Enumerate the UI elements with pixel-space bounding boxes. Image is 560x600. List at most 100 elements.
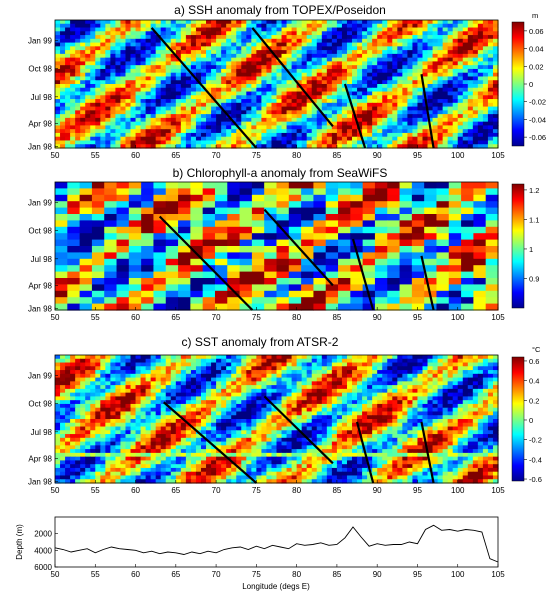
heatmap-cell xyxy=(180,377,187,382)
heatmap-cell xyxy=(236,91,242,96)
heatmap-cell xyxy=(399,290,413,298)
heatmap-cell xyxy=(331,106,338,111)
heatmap-cell xyxy=(141,290,155,298)
heatmap-cell xyxy=(165,297,179,305)
heatmap-cell xyxy=(216,140,222,145)
heatmap-cell xyxy=(165,194,179,202)
heatmap-cell xyxy=(326,129,333,134)
heatmap-cell xyxy=(321,31,328,36)
heatmap-cell xyxy=(115,385,122,390)
heatmap-cell xyxy=(241,27,247,32)
heatmap-cell xyxy=(399,284,413,292)
heatmap-cell xyxy=(311,80,318,85)
heatmap-cell xyxy=(467,381,474,386)
heatmap-cell xyxy=(226,385,232,390)
heatmap-cell xyxy=(412,61,419,66)
heatmap-cell xyxy=(195,102,202,108)
heatmap-cell xyxy=(75,68,81,74)
heatmap-cell xyxy=(160,388,167,394)
heatmap-cell xyxy=(367,46,373,51)
heatmap-cell xyxy=(226,84,232,89)
heatmap-cell xyxy=(367,121,373,127)
heatmap-cell xyxy=(367,110,373,115)
heatmap-cell xyxy=(190,182,204,189)
heatmap-cell xyxy=(417,53,424,59)
heatmap-cell xyxy=(195,125,202,130)
heatmap-cell xyxy=(492,20,499,25)
heatmap-cell xyxy=(417,68,424,74)
heatmap-cell xyxy=(236,370,242,375)
heatmap-cell xyxy=(407,102,414,108)
heatmap-cell xyxy=(276,117,283,123)
heatmap-cell xyxy=(448,290,462,298)
heatmap-cell xyxy=(105,140,111,145)
heatmap-cell xyxy=(231,377,237,382)
heatmap-cell xyxy=(448,207,462,215)
heatmap-cell xyxy=(477,61,484,66)
heatmap-cell xyxy=(442,373,449,379)
heatmap-cell xyxy=(236,136,242,142)
heatmap-cell xyxy=(452,392,459,398)
heatmap-cell xyxy=(261,57,268,63)
heatmap-cell xyxy=(281,102,288,108)
heatmap-cell xyxy=(357,84,363,89)
heatmap-cell xyxy=(367,80,373,85)
heatmap-cell xyxy=(145,72,152,78)
heatmap-cell xyxy=(382,61,388,66)
heatmap-cell xyxy=(402,392,408,398)
heatmap-cell xyxy=(221,381,227,386)
heatmap-cell xyxy=(387,271,401,279)
heatmap-cell xyxy=(60,95,66,100)
heatmap-cell xyxy=(67,252,81,260)
heatmap-cell xyxy=(346,84,353,89)
heatmap-cell xyxy=(120,38,127,44)
heatmap-cell xyxy=(397,355,403,360)
heatmap-cell xyxy=(457,117,464,123)
heatmap-cell xyxy=(155,31,162,36)
heatmap-cell xyxy=(170,20,177,25)
x-tick-label: 70 xyxy=(212,151,221,160)
heatmap-cell xyxy=(382,117,388,123)
heatmap-cell xyxy=(140,91,147,96)
heatmap-cell xyxy=(424,303,438,311)
heatmap-cell xyxy=(261,87,268,93)
heatmap-cell xyxy=(130,42,137,47)
heatmap-cell xyxy=(296,65,303,70)
heatmap-cell xyxy=(125,65,132,70)
heatmap-cell xyxy=(473,194,487,202)
heatmap-cell xyxy=(90,91,96,96)
heatmap-cell xyxy=(372,53,378,59)
heatmap-cell xyxy=(141,278,155,285)
heatmap-cell xyxy=(256,136,262,142)
heatmap-cell xyxy=(427,53,434,59)
heatmap-cell xyxy=(216,87,222,93)
heatmap-cell xyxy=(397,76,403,81)
heatmap-cell xyxy=(286,61,293,66)
heatmap-cell xyxy=(216,377,222,382)
heatmap-cell xyxy=(482,80,489,85)
heatmap-cell xyxy=(407,68,414,74)
heatmap-cell xyxy=(457,362,464,367)
heatmap-cell xyxy=(251,392,257,398)
heatmap-cell xyxy=(95,84,101,89)
heatmap-cell xyxy=(160,35,167,40)
heatmap-cell xyxy=(392,396,398,401)
heatmap-cell xyxy=(336,140,343,145)
heatmap-cell xyxy=(427,35,434,40)
heatmap-cell xyxy=(239,207,253,215)
heatmap-cell xyxy=(206,76,212,81)
heatmap-cell xyxy=(160,95,167,100)
heatmap-cell xyxy=(236,373,242,379)
heatmap-cell xyxy=(462,129,469,134)
heatmap-cell xyxy=(447,20,454,25)
heatmap-cell xyxy=(200,31,207,36)
heatmap-cell xyxy=(276,140,283,145)
heatmap-cell xyxy=(492,76,499,81)
heatmap-cell xyxy=(216,388,222,394)
heatmap-cell xyxy=(155,400,162,405)
heatmap-cell xyxy=(160,31,167,36)
heatmap-cell xyxy=(140,362,147,367)
heatmap-cell xyxy=(195,129,202,134)
heatmap-cell xyxy=(271,385,278,390)
heatmap-cell xyxy=(432,396,439,401)
